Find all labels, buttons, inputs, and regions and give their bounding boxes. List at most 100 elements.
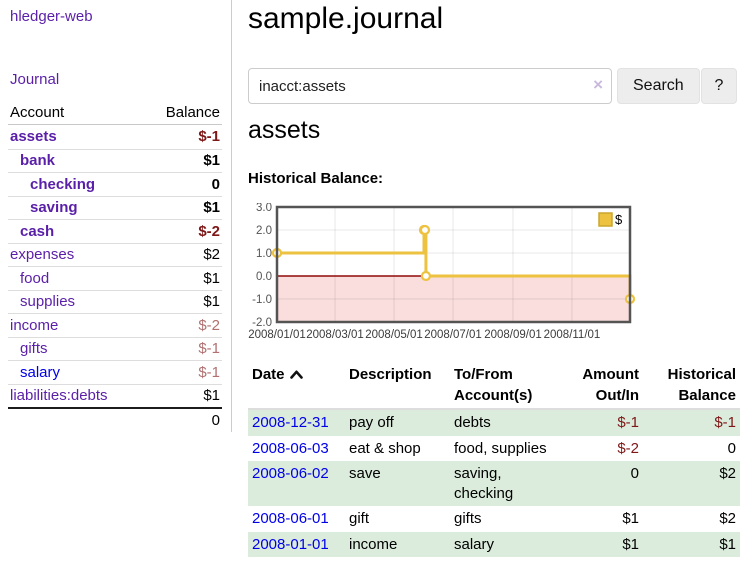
account-link-food[interactable]: food [20, 269, 50, 287]
account-row: assets $-1 [8, 125, 222, 149]
account-balance: $1 [203, 293, 220, 311]
account-balance: $-1 [198, 128, 220, 146]
column-header-date[interactable]: Date [248, 362, 345, 410]
account-balance: $1 [203, 269, 220, 287]
account-row: liabilities:debts $1 [8, 383, 222, 408]
nav-journal-link[interactable]: Journal [10, 71, 60, 88]
account-link-supplies[interactable]: supplies [20, 293, 76, 311]
account-row: gifts $-1 [8, 336, 222, 361]
transaction-amount: 0 [630, 465, 639, 482]
account-link-income[interactable]: income [10, 316, 59, 334]
account-row: supplies $1 [8, 289, 222, 314]
transaction-date-link[interactable]: 2008-06-01 [252, 510, 329, 527]
transaction-balance: $2 [719, 510, 736, 527]
accounts-column-balance: Balance [165, 104, 220, 121]
account-balance: $1 [203, 387, 220, 405]
transaction-description: save [349, 465, 381, 482]
transaction-description: gift [349, 510, 370, 527]
transaction-accounts: saving, checking [454, 465, 514, 502]
chart-title: Historical Balance: [248, 170, 384, 187]
account-balance: $1 [203, 152, 220, 170]
account-link-gifts[interactable]: gifts [20, 340, 48, 358]
transaction-date-link[interactable]: 2008-12-31 [252, 414, 329, 431]
column-header-to-from: To/From Account(s) [450, 362, 565, 410]
account-row: saving $1 [8, 195, 222, 220]
transaction-date-link[interactable]: 2008-06-02 [252, 465, 329, 482]
transaction-description: income [349, 535, 398, 553]
account-heading: assets [248, 116, 321, 144]
register-header: Date Description To/From Account(s) Amount … [248, 362, 740, 410]
account-link-saving[interactable]: saving [30, 199, 78, 217]
register-row: 2008-06-03 eat & shop food, supplies $-2 0 [248, 436, 740, 462]
transaction-balance: $1 [719, 535, 736, 553]
clear-search-icon[interactable]: × [593, 75, 603, 94]
x-axis-tick-label: 2008/07/01 [424, 329, 482, 341]
account-link-salary[interactable]: salary [20, 363, 61, 381]
accounts-header-row: Account Balance [8, 101, 222, 125]
register-row: 2008-01-01 income salary $1 $1 [248, 531, 740, 557]
brand-link[interactable]: hledger-web [10, 8, 93, 25]
negative-region [277, 276, 630, 322]
sort-ascending-icon[interactable] [289, 370, 303, 379]
transaction-amount: $-1 [617, 414, 639, 431]
y-axis-tick-label: -1.0 [252, 294, 272, 306]
account-link-expenses[interactable]: expenses [10, 246, 75, 264]
chart-border [275, 205, 632, 324]
register-row: 2008-06-02 save saving, checking 0 $2 [248, 461, 740, 506]
account-row: checking 0 [8, 172, 222, 196]
legend-label: $ [615, 212, 623, 227]
register-row: 2008-06-01 gift gifts $1 $2 [248, 506, 740, 532]
y-axis-tick-label: 3.0 [256, 203, 272, 214]
accounts-total-row: 0 [8, 407, 222, 432]
transaction-accounts: food, supplies [454, 439, 547, 457]
register-table: Date Description To/From Account(s) Amount … [248, 362, 740, 557]
search-input[interactable] [248, 68, 612, 104]
main-content: sample.journal × Search ? assets Histori… [248, 0, 742, 582]
account-balance: $2 [203, 246, 220, 264]
page-title: sample.journal [248, 2, 444, 35]
help-button[interactable]: ? [701, 68, 737, 104]
account-balance: $1 [203, 199, 220, 217]
column-header-description: Description [345, 362, 450, 410]
data-point-marker [420, 270, 432, 282]
account-link-checking[interactable]: checking [30, 175, 96, 193]
accounts-column-account: Account [10, 104, 65, 121]
account-row: bank $1 [8, 148, 222, 173]
column-header-historical: Historical Balance [643, 362, 740, 410]
x-axis-tick-label: 2008/01/01 [248, 329, 306, 341]
account-link-assets[interactable]: assets [10, 128, 57, 146]
search-box: × [248, 68, 612, 104]
account-row: income $-2 [8, 313, 222, 337]
account-row: food $1 [8, 266, 222, 290]
transaction-date-link[interactable]: 2008-01-01 [252, 535, 329, 553]
x-axis-tick-label: 2008/03/01 [306, 329, 364, 341]
column-header-label: Amount Out/In [582, 366, 639, 404]
account-balance: 0 [211, 175, 220, 193]
column-header-label: To/From Account(s) [454, 366, 533, 404]
account-link-liabilities-debts[interactable]: liabilities:debts [10, 387, 108, 405]
data-point-marker [419, 224, 431, 236]
accounts-list: assets $-1 bank $1 checking 0 saving $1 cash $-2 e… [8, 125, 222, 407]
transaction-balance: $-1 [714, 414, 736, 431]
transaction-date-link[interactable]: 2008-06-03 [252, 439, 329, 457]
transaction-balance: 0 [727, 439, 736, 457]
y-axis-tick-label: 1.0 [256, 248, 272, 260]
account-link-cash[interactable]: cash [20, 222, 55, 240]
transaction-description: eat & shop [349, 439, 421, 457]
x-axis-tick-label: 2008/05/01 [365, 329, 423, 341]
account-row: cash $-2 [8, 219, 222, 243]
y-axis-tick-label: 0.0 [256, 271, 272, 283]
accounts-panel: Account Balance assets $-1 bank $1 checking 0… [8, 101, 222, 432]
account-balance: $-2 [198, 316, 220, 334]
search-button[interactable]: Search [617, 68, 700, 104]
accounts-total-value: 0 [211, 412, 220, 429]
account-row: expenses $2 [8, 242, 222, 267]
transaction-amount: $-2 [617, 439, 639, 457]
register-body: 2008-12-31 pay off debts $-1 $-1 2008-06-03 ea… [248, 409, 740, 557]
sidebar: hledger-web Journal Account Balance asse… [0, 0, 232, 432]
y-axis-tick-label: 2.0 [256, 225, 272, 237]
account-link-bank[interactable]: bank [20, 152, 56, 170]
account-balance: $-2 [198, 222, 220, 240]
